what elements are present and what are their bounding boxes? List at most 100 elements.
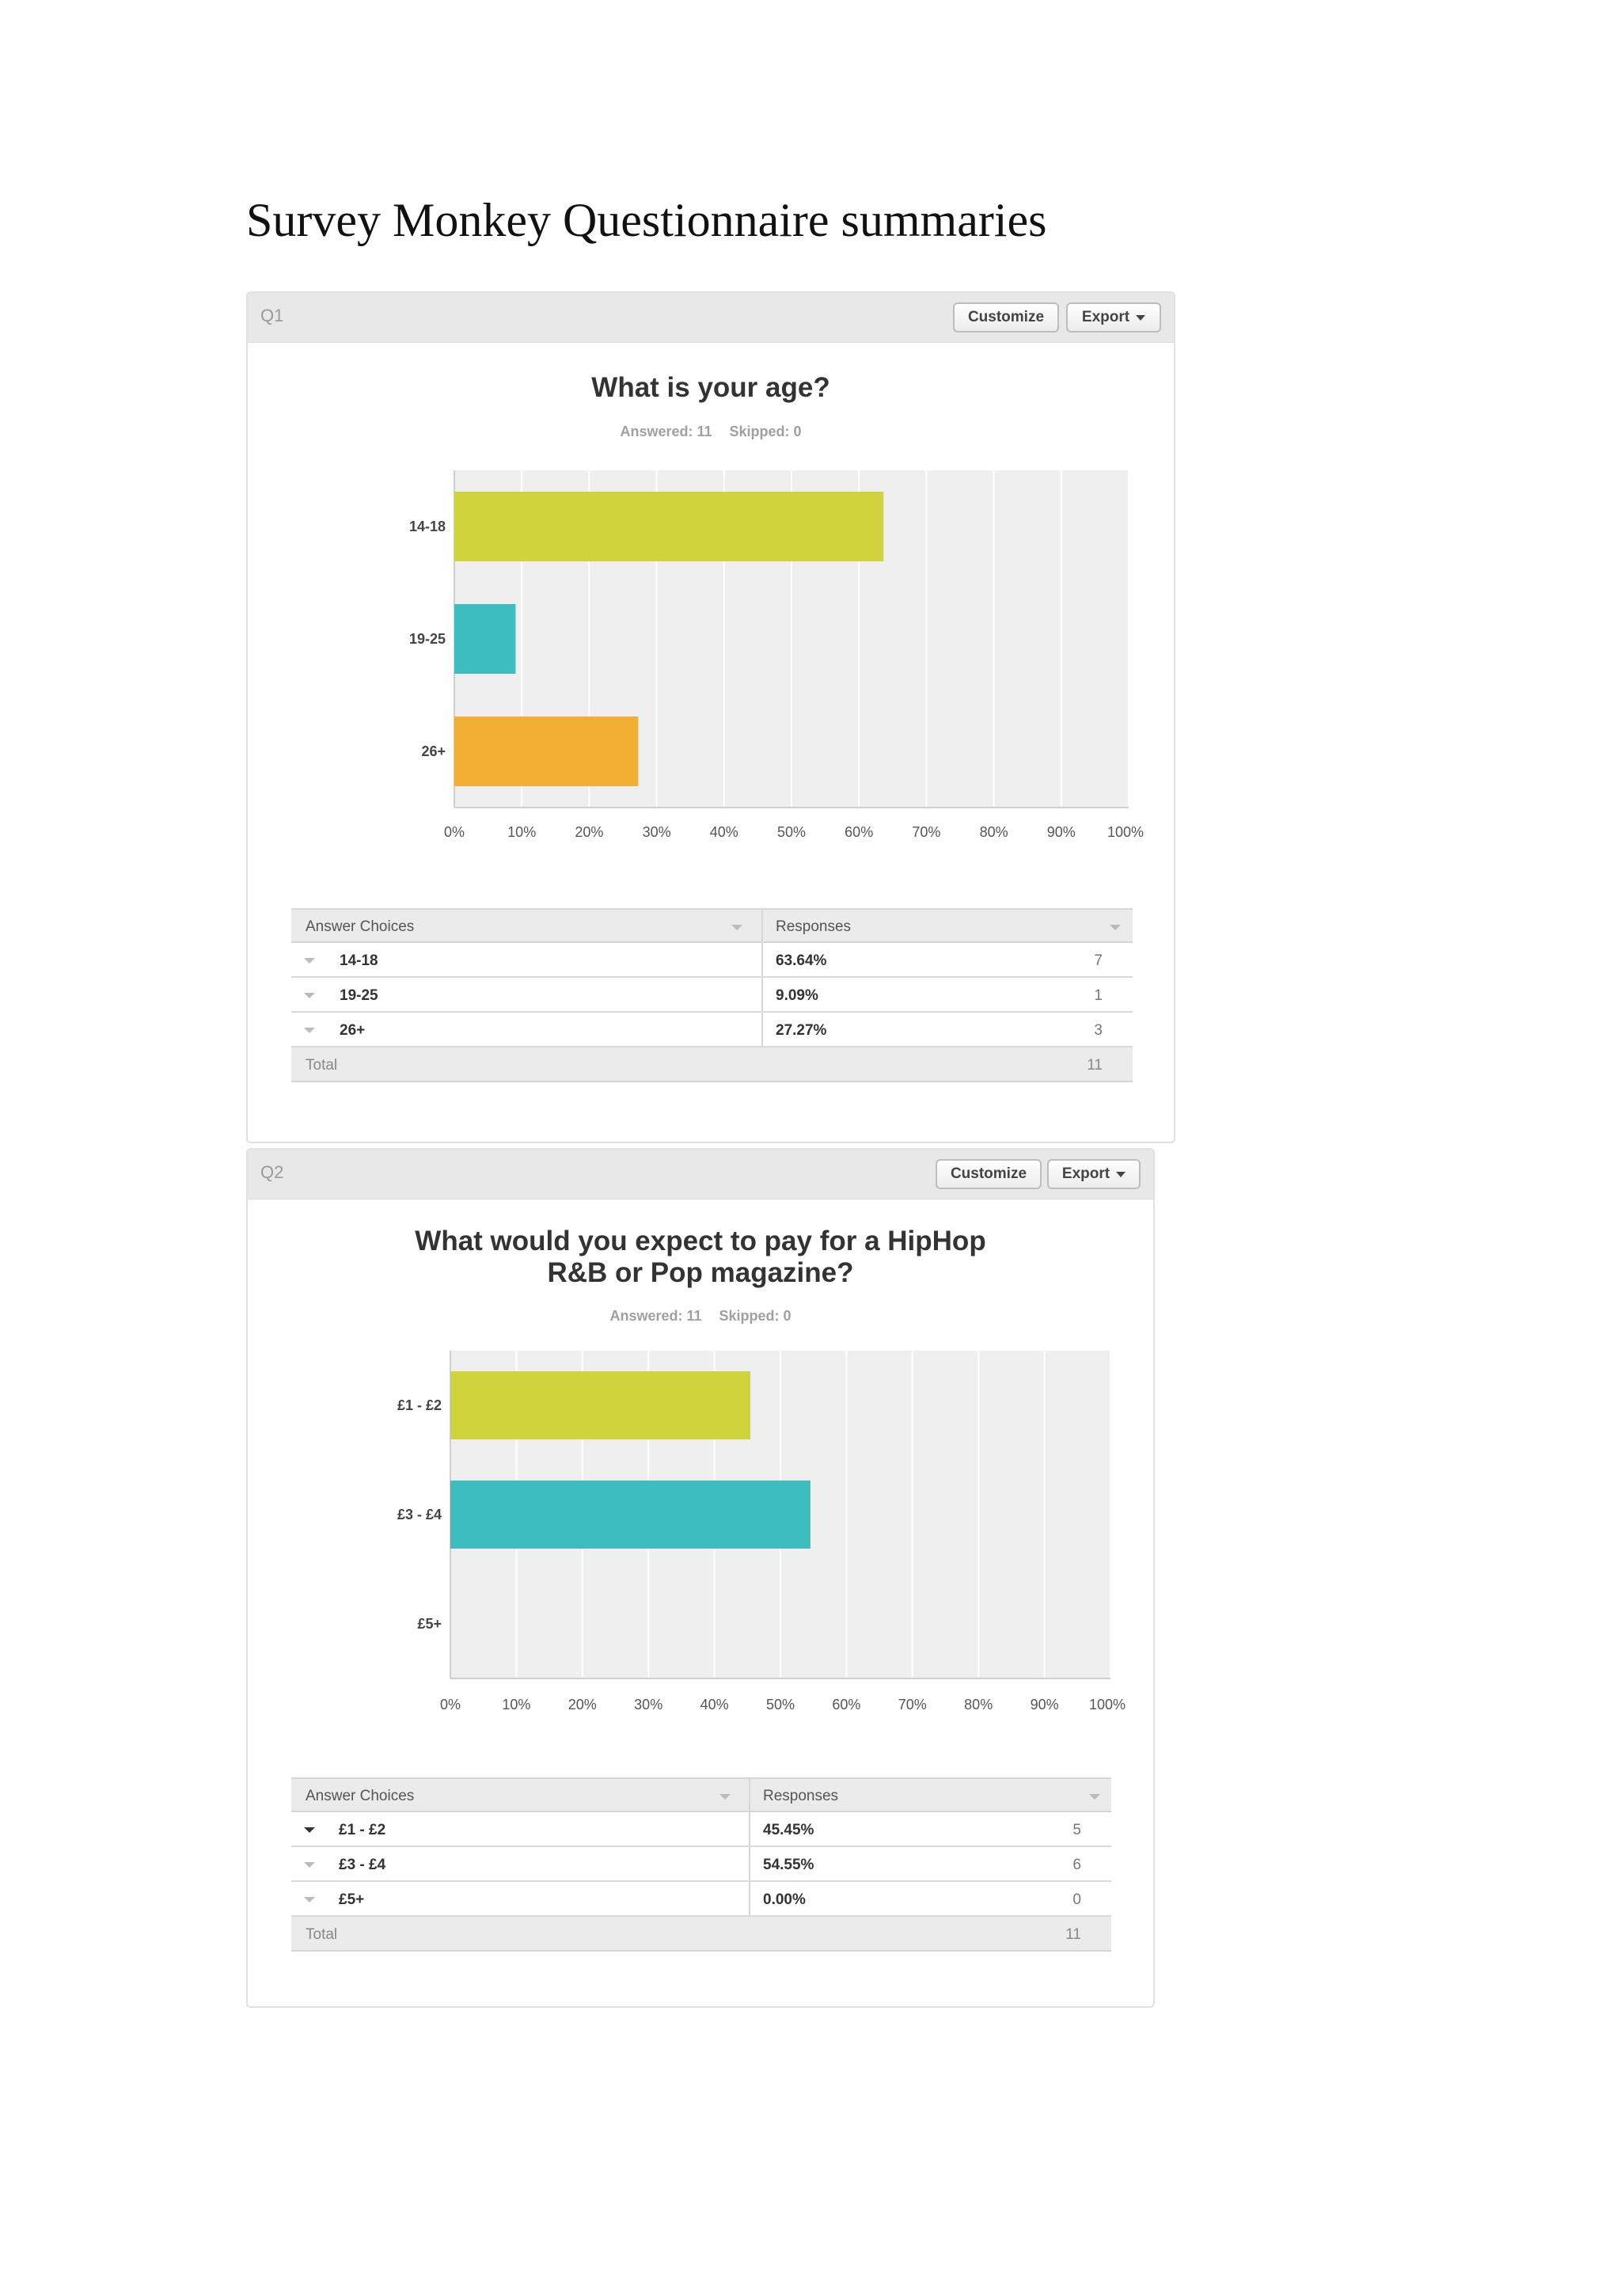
question-title: What is your age? — [248, 372, 1174, 404]
x-tick-label: 70% — [912, 824, 940, 840]
answer-choice: 14-18 — [340, 952, 378, 969]
x-tick-label: 20% — [575, 824, 603, 840]
question-number: Q2 — [260, 1162, 284, 1182]
expand-arrow-icon[interactable] — [304, 993, 315, 998]
y-category-label: £3 - £4 — [397, 1507, 442, 1522]
response-count: 3 — [1094, 1022, 1103, 1039]
table-row: £3 - £4 54.55% 6 — [291, 1847, 1111, 1882]
panel-header: Q1 Customize Export — [248, 293, 1174, 343]
x-tick-label: 80% — [964, 1697, 993, 1712]
question-number: Q1 — [260, 306, 284, 325]
sort-arrow-icon[interactable] — [1089, 1794, 1100, 1800]
skipped-count: Skipped: 0 — [719, 1308, 792, 1324]
response-count: 6 — [1072, 1857, 1081, 1873]
bar-chart-q1: 0% 10% 20% 30% 40% 50% 60% 70% 80% 90% 100% 14-18 19… — [409, 470, 1144, 840]
export-button[interactable]: Export — [1066, 302, 1161, 333]
question-title: What would you expect to pay for a HipHo… — [248, 1226, 1153, 1289]
x-tick-label: 10% — [507, 824, 536, 840]
table-header: Answer Choices Responses — [291, 908, 1133, 943]
bar-3 — [454, 717, 639, 786]
answer-choice: £3 - £4 — [339, 1857, 386, 1873]
x-tick-label: 60% — [832, 1697, 860, 1712]
x-tick-label: 20% — [568, 1697, 597, 1712]
table-row: 26+ 27.27% 3 — [291, 1013, 1133, 1047]
response-percent: 54.55% — [763, 1857, 814, 1873]
x-tick-label: 90% — [1047, 824, 1076, 840]
table-row: £1 - £2 45.45% 5 — [291, 1812, 1111, 1847]
response-percent: 0.00% — [763, 1891, 806, 1908]
customize-button[interactable]: Customize — [953, 302, 1059, 333]
bar-1 — [450, 1371, 751, 1439]
answer-choice: 19-25 — [340, 987, 378, 1004]
export-button-label: Export — [1061, 1165, 1110, 1182]
panel-header: Q2 Customize Export — [248, 1150, 1153, 1199]
x-tick-label: 30% — [634, 1697, 662, 1712]
question-title-line: R&B or Pop magazine? — [547, 1257, 854, 1288]
bar-chart-q2: 0% 10% 20% 30% 40% 50% 60% 70% 80% 90% 100% £1 - £2… — [397, 1351, 1126, 1712]
answer-choice: £5+ — [339, 1891, 365, 1908]
bar-1 — [454, 492, 884, 561]
expand-arrow-icon[interactable] — [304, 1897, 315, 1903]
sort-arrow-icon[interactable] — [731, 925, 742, 930]
y-category-label: 26+ — [421, 743, 446, 759]
x-tick-label: 40% — [700, 1697, 729, 1712]
y-category-label: £5+ — [417, 1616, 442, 1632]
x-tick-label: 0% — [444, 824, 465, 840]
response-count: 5 — [1072, 1822, 1081, 1838]
x-tick-label: 80% — [980, 824, 1008, 840]
y-category-label: 14-18 — [409, 519, 446, 534]
x-tick-label: 50% — [766, 1697, 795, 1712]
answered-count: Answered: 11 — [620, 424, 712, 439]
expand-arrow-icon[interactable] — [304, 958, 315, 964]
x-tick-label: 30% — [643, 824, 671, 840]
export-button[interactable]: Export — [1047, 1159, 1141, 1189]
bar-2 — [450, 1481, 810, 1549]
total-value: 11 — [1087, 1057, 1103, 1074]
answered-count: Answered: 11 — [609, 1308, 702, 1324]
x-tick-label: 90% — [1031, 1697, 1059, 1712]
document-title: Survey Monkey Questionnaire summaries — [246, 194, 1047, 246]
answer-choice: 26+ — [340, 1022, 366, 1039]
customize-button-label: Customize — [950, 1165, 1027, 1182]
x-tick-label: 70% — [898, 1697, 927, 1712]
response-stats: Answered: 11 Skipped: 0 — [248, 424, 1174, 440]
answer-choices-header: Answer Choices — [306, 918, 415, 935]
response-stats: Answered: 11 Skipped: 0 — [248, 1308, 1153, 1325]
table-row: 19-25 9.09% 1 — [291, 978, 1133, 1013]
table-row: £5+ 0.00% 0 — [291, 1882, 1111, 1917]
table-row: 14-18 63.64% 7 — [291, 943, 1133, 978]
y-category-label: 19-25 — [409, 631, 446, 647]
table-total-row: Total 11 — [291, 1917, 1111, 1952]
chevron-down-icon — [1116, 1171, 1126, 1177]
x-tick-label: 10% — [502, 1697, 530, 1712]
export-button-label: Export — [1081, 309, 1130, 325]
skipped-count: Skipped: 0 — [729, 424, 802, 439]
x-tick-label: 40% — [710, 824, 738, 840]
sort-arrow-icon[interactable] — [719, 1794, 731, 1800]
customize-button[interactable]: Customize — [936, 1159, 1042, 1189]
expand-arrow-icon[interactable] — [304, 1028, 315, 1033]
x-tick-label: 100% — [1107, 824, 1144, 840]
question-title-line: What would you expect to pay for a HipHo… — [415, 1226, 986, 1256]
expand-arrow-icon[interactable] — [304, 1827, 315, 1833]
total-label: Total — [306, 1926, 338, 1943]
x-tick-label: 100% — [1089, 1697, 1126, 1712]
response-percent: 63.64% — [776, 952, 827, 969]
x-tick-label: 50% — [777, 824, 806, 840]
response-percent: 27.27% — [776, 1022, 827, 1039]
response-count: 7 — [1094, 952, 1103, 969]
responses-header: Responses — [776, 918, 852, 935]
total-label: Total — [306, 1057, 338, 1074]
table-total-row: Total 11 — [291, 1047, 1133, 1082]
responses-header: Responses — [763, 1788, 839, 1804]
chevron-down-icon — [1136, 314, 1146, 321]
total-value: 11 — [1065, 1926, 1081, 1943]
answer-choice: £1 - £2 — [339, 1822, 386, 1838]
table-header: Answer Choices Responses — [291, 1777, 1111, 1812]
response-percent: 45.45% — [763, 1822, 814, 1838]
bar-2 — [454, 604, 516, 674]
answer-choices-header: Answer Choices — [306, 1788, 415, 1804]
x-tick-label: 60% — [845, 824, 873, 840]
expand-arrow-icon[interactable] — [304, 1862, 315, 1868]
sort-arrow-icon[interactable] — [1110, 925, 1121, 930]
